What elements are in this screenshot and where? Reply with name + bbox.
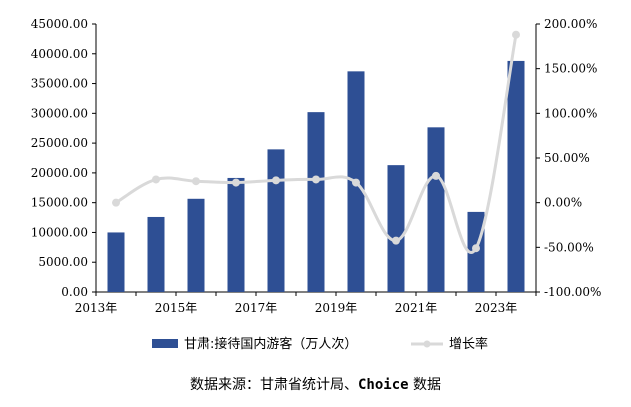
left-tick-label: 25000.00	[31, 136, 88, 150]
right-tick-label: 100.00%	[544, 106, 597, 120]
x-tick-label: 2023年	[475, 301, 518, 315]
left-tick-label: 5000.00	[38, 255, 88, 269]
growth-rate-point	[112, 198, 120, 207]
left-tick-label: 20000.00	[31, 166, 88, 180]
legend-bar-swatch	[152, 339, 178, 348]
source-suffix: 数据	[408, 377, 442, 393]
growth-rate-point	[392, 236, 400, 245]
growth-rate-point	[192, 177, 200, 186]
x-tick-label: 2021年	[395, 301, 438, 315]
x-tick-label: 2019年	[315, 301, 358, 315]
growth-rate-point	[272, 176, 280, 185]
right-tick-label: 50.00%	[544, 151, 590, 165]
x-tick-label: 2017年	[235, 301, 278, 315]
growth-rate-point	[472, 244, 480, 253]
legend: 甘肃:接待国内游客（万人次） 增长率	[152, 336, 488, 352]
left-tick-label: 15000.00	[31, 196, 88, 210]
left-tick-label: 40000.00	[31, 47, 88, 61]
bar	[227, 177, 245, 292]
bar	[427, 127, 445, 292]
bar	[307, 112, 325, 293]
bar	[147, 216, 165, 292]
legend-line-label: 增长率	[449, 336, 488, 352]
growth-rate-point	[312, 175, 320, 184]
left-tick-label: 45000.00	[31, 17, 88, 31]
x-tick-label: 2015年	[155, 301, 198, 315]
source-prefix: 数据来源：甘肃省统计局、	[189, 377, 358, 393]
growth-rate-point	[432, 171, 440, 180]
right-tick-label: 200.00%	[544, 17, 597, 31]
growth-rate-point	[152, 175, 160, 184]
bar	[107, 232, 125, 292]
left-tick-label: 0.00	[61, 285, 88, 299]
left-tick-label: 35000.00	[31, 77, 88, 91]
growth-rate-point	[512, 30, 520, 39]
chart: 0.00 5000.00 10000.00 15000.00 20000.00 25000…	[31, 17, 602, 352]
source-brand: Choice	[357, 377, 409, 393]
right-tick-label: -100.00%	[544, 285, 601, 299]
data-source-note: 数据来源：甘肃省统计局、Choice 数据	[0, 374, 631, 394]
right-tick-label: -50.00%	[544, 240, 594, 254]
left-tick-label: 30000.00	[31, 106, 88, 120]
growth-rate-point	[232, 178, 240, 187]
bar	[387, 165, 405, 292]
bar	[507, 60, 525, 293]
right-tick-label: 0.00%	[544, 196, 582, 210]
x-tick-label: 2013年	[75, 301, 118, 315]
line-series	[112, 30, 520, 254]
bar-series	[107, 60, 525, 293]
left-tick-label: 10000.00	[31, 225, 88, 239]
growth-rate-point	[352, 178, 360, 187]
tick-labels: 0.00 5000.00 10000.00 15000.00 20000.00 25000…	[31, 17, 602, 315]
right-tick-label: 150.00%	[544, 62, 597, 76]
bar	[267, 149, 285, 292]
legend-line-marker	[423, 340, 431, 348]
legend-bar-label: 甘肃:接待国内游客（万人次）	[184, 336, 357, 352]
bar	[187, 198, 205, 292]
